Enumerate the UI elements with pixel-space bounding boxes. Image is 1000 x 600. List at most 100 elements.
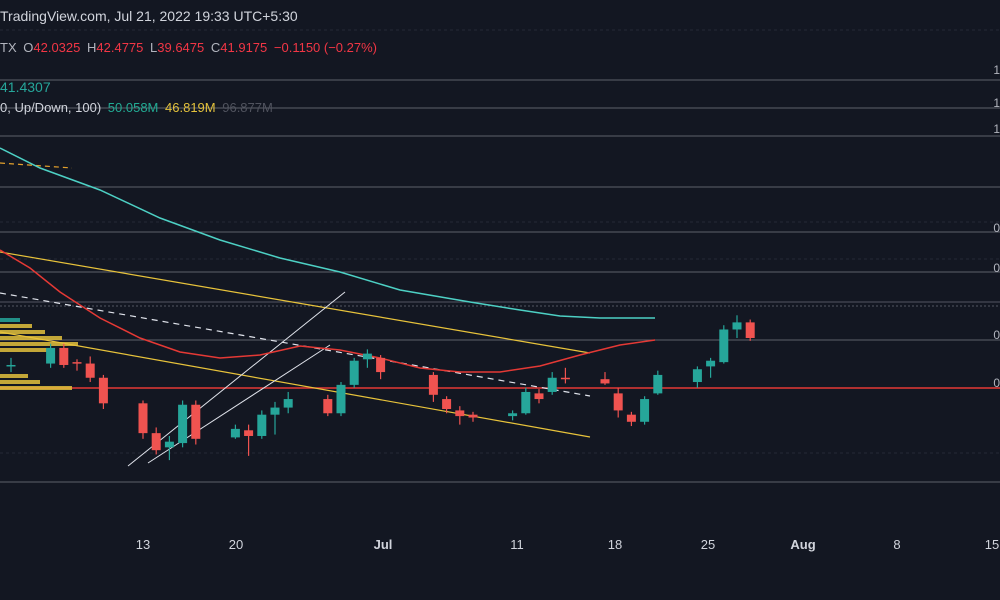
candle-body <box>151 433 161 451</box>
candle-body <box>653 374 663 394</box>
candle <box>283 391 293 414</box>
x-tick-label: 18 <box>607 537 623 552</box>
candle <box>6 357 16 373</box>
right-axis-label: 0 <box>993 221 1000 235</box>
ma-legend: 41.4307 <box>0 79 51 95</box>
candle <box>547 372 557 395</box>
candle <box>640 396 650 425</box>
candle-body <box>719 329 729 363</box>
candle-body <box>191 404 201 439</box>
dashed-trendline <box>0 292 591 397</box>
candle <box>138 400 148 439</box>
candle-body <box>706 360 716 367</box>
candle-body <box>72 362 82 364</box>
candle-body <box>230 428 240 438</box>
vp-total-value: 96.877M <box>222 100 273 115</box>
candle <box>72 359 82 371</box>
candle <box>151 427 161 455</box>
volume-profile-bar <box>0 318 20 322</box>
candle <box>732 315 742 338</box>
rising-channel-upper <box>127 291 346 467</box>
candle-body <box>640 399 650 422</box>
x-tick-label: 15 <box>984 537 1000 552</box>
candle <box>442 396 452 414</box>
candle <box>376 355 386 380</box>
candle-body <box>164 441 174 448</box>
candle-body <box>270 407 280 415</box>
candle-body <box>455 410 465 417</box>
candle <box>191 400 201 445</box>
candle-body <box>626 414 636 422</box>
candle <box>244 424 254 456</box>
candle-body <box>362 353 372 360</box>
vp-down-value: 46.819M <box>165 100 216 115</box>
symbol-fragment: TX <box>0 40 17 55</box>
right-axis-label: 1 <box>993 122 1000 136</box>
candle-body <box>46 347 56 364</box>
x-tick-label: 20 <box>228 537 244 552</box>
candle <box>626 411 636 427</box>
candle <box>560 367 570 384</box>
candle <box>362 349 372 368</box>
candle <box>46 343 56 368</box>
candle <box>534 389 544 404</box>
candle-body <box>178 404 188 444</box>
candle-body <box>85 363 95 378</box>
candle-body <box>138 403 148 434</box>
candle-body <box>442 399 452 409</box>
candle <box>178 400 188 448</box>
candle <box>692 366 702 388</box>
candle-body <box>521 391 531 414</box>
volume-profile-bar <box>0 374 28 378</box>
candle <box>719 325 729 364</box>
close-label: C <box>210 40 221 55</box>
candle-body <box>732 322 742 330</box>
moving-average-short <box>0 249 656 373</box>
x-tick-label: 13 <box>135 537 151 552</box>
moving-average-long <box>0 147 655 319</box>
candle-body <box>349 360 359 385</box>
volume-profile-legend: 0, Up/Down, 100) 50.058M 46.819M 96.877M <box>0 100 273 115</box>
source-watermark: TradingView.com, Jul 21, 2022 19:33 UTC+… <box>0 8 298 24</box>
right-axis-label: 0 <box>993 328 1000 342</box>
candle-body <box>98 377 108 404</box>
x-tick-label: 8 <box>893 537 901 552</box>
candle <box>521 387 531 415</box>
candle <box>230 424 240 439</box>
x-tick-label: 25 <box>700 537 716 552</box>
low-value: 39.6475 <box>157 40 205 55</box>
candle-body <box>6 364 16 367</box>
volume-profile-bar <box>0 324 32 328</box>
candle-body <box>547 377 557 392</box>
high-value: 42.4775 <box>96 40 144 55</box>
candle <box>600 372 610 385</box>
candle <box>706 357 716 378</box>
candle-body <box>59 347 69 365</box>
vp-up-value: 50.058M <box>107 100 159 115</box>
ohlc-legend: TX O42.0325 H42.4775 L39.6475 C41.9175 −… <box>0 40 377 55</box>
candle <box>98 374 108 409</box>
candle-body <box>376 357 386 373</box>
volume-profile-bar <box>0 330 45 334</box>
x-tick-label: 11 <box>510 537 524 552</box>
candle-body <box>428 374 438 395</box>
candle-body <box>600 379 610 384</box>
vp-settings-label: 0, Up/Down, 100) <box>0 100 102 115</box>
volume-profile-bar <box>0 342 78 346</box>
candle-body <box>692 369 702 383</box>
candle <box>257 410 267 439</box>
candle-body <box>508 413 518 417</box>
candle <box>270 401 280 435</box>
candle-body <box>323 399 333 414</box>
x-tick-label: Aug <box>790 537 816 552</box>
low-label: L <box>150 40 158 55</box>
candle-body <box>745 322 755 338</box>
volume-profile-bar <box>0 380 40 384</box>
candle <box>455 406 465 425</box>
candle-body <box>283 399 293 408</box>
candle <box>164 435 174 461</box>
horizontal-levels <box>0 29 1000 483</box>
candle-body <box>244 430 254 436</box>
high-label: H <box>87 40 97 55</box>
